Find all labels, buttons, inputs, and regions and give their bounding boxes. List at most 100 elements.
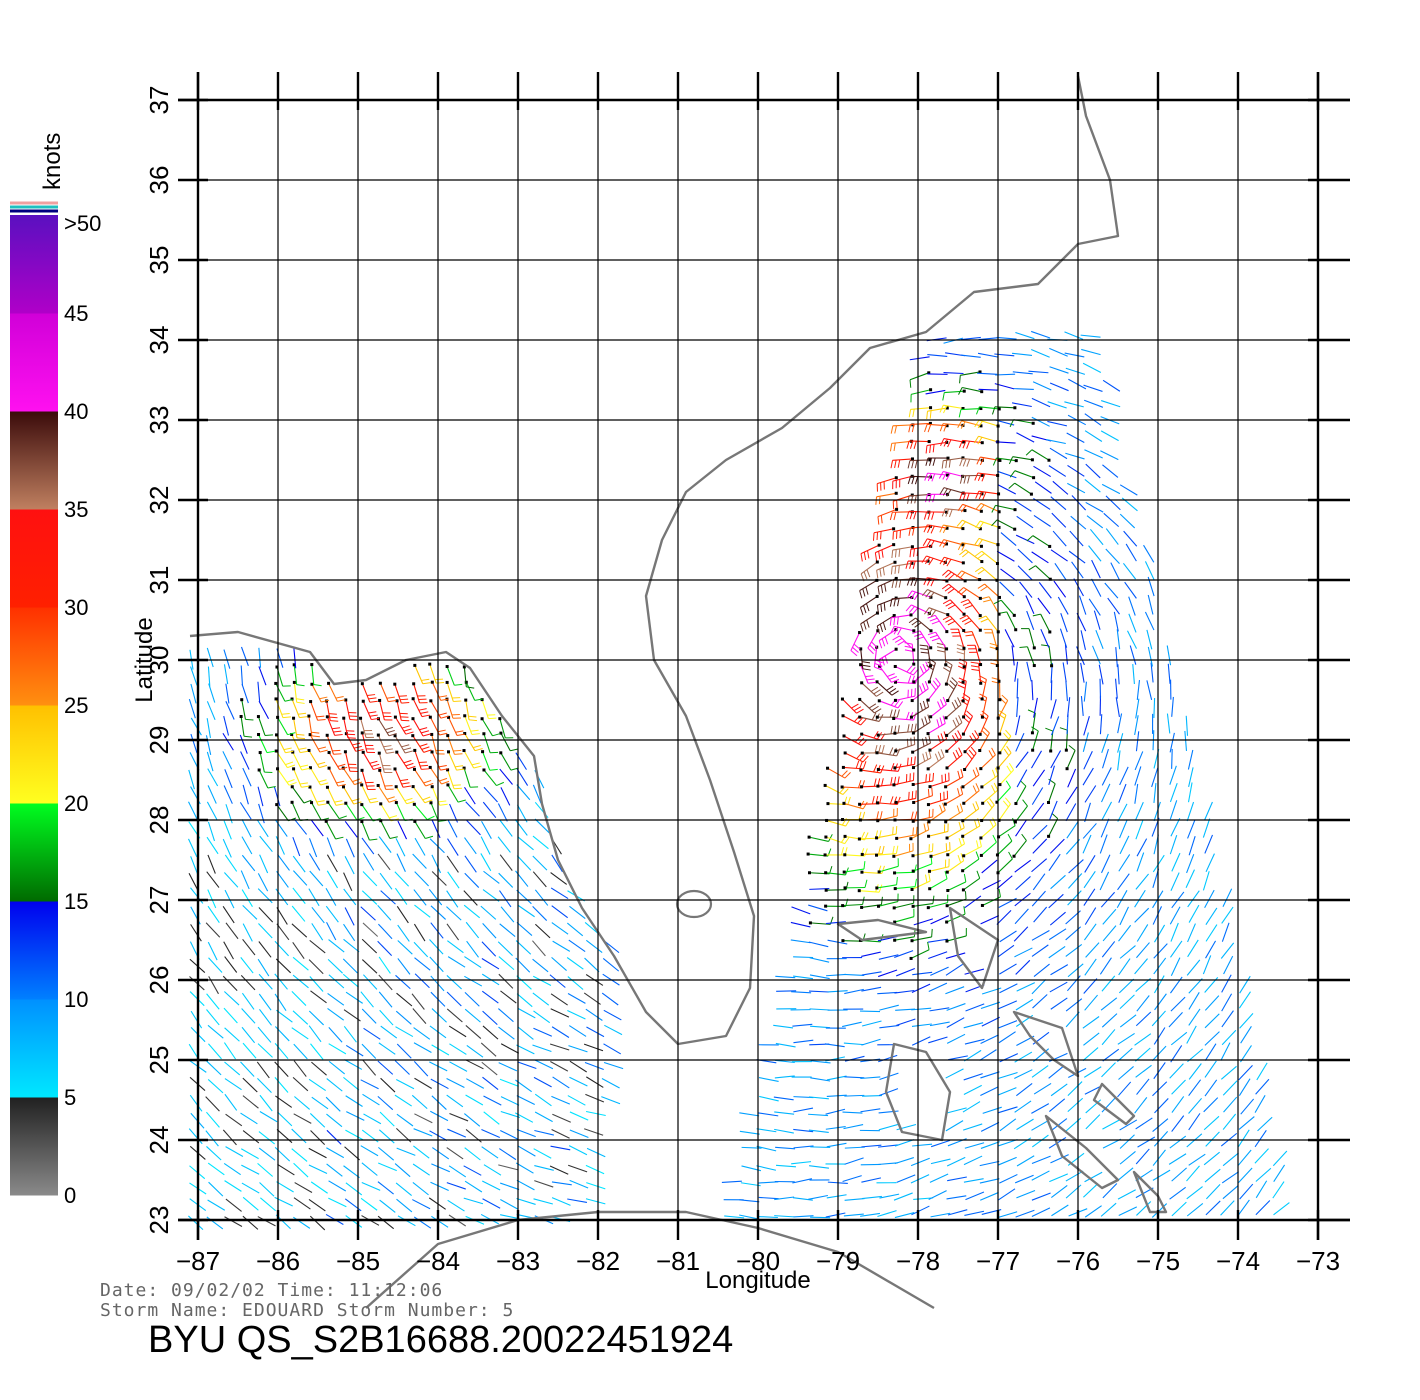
wind-barb	[1085, 501, 1104, 513]
wind-barb	[843, 879, 868, 890]
wind-barb	[206, 1146, 222, 1161]
wind-barb	[1026, 535, 1052, 548]
wind-barb	[1025, 449, 1051, 462]
wind-barb	[1153, 782, 1157, 803]
wind-barb	[360, 768, 376, 791]
wind-barb	[311, 906, 325, 924]
wind-barb	[462, 749, 482, 769]
wind-barb	[257, 1043, 273, 1058]
wind-barb	[241, 1008, 256, 1024]
wind-barb	[1134, 1047, 1151, 1062]
wind-barb	[936, 642, 948, 667]
wind-barb	[344, 855, 355, 875]
wind-barb	[928, 870, 948, 891]
wind-barb	[483, 786, 498, 803]
wind-barb	[483, 1111, 500, 1125]
wind-barb	[1135, 698, 1140, 719]
wind-barb	[1113, 611, 1119, 632]
wind-barb	[808, 1113, 829, 1117]
wind-barb	[773, 1096, 794, 1101]
wind-barb	[534, 1129, 554, 1136]
wind-barb	[481, 821, 492, 839]
wind-barb	[1203, 801, 1213, 821]
wind-barb	[362, 871, 378, 887]
wind-barb	[257, 1026, 272, 1043]
wind-barb	[791, 906, 811, 915]
wind-barb	[1015, 1209, 1035, 1218]
wind-barb	[826, 1194, 847, 1199]
wind-barb	[909, 821, 930, 841]
wind-barb	[912, 1143, 933, 1147]
wind-barb	[999, 1118, 1017, 1132]
wind-barb	[360, 820, 378, 841]
wind-barb	[497, 836, 511, 853]
wind-barb	[258, 1131, 275, 1145]
wind-barb	[292, 956, 309, 971]
wind-barb	[913, 1197, 934, 1200]
wind-barb	[1050, 1154, 1069, 1164]
wind-barb	[1186, 1186, 1203, 1200]
wind-barb	[850, 631, 862, 657]
wind-barb	[1221, 974, 1232, 993]
wind-barb	[431, 1095, 447, 1110]
wind-barb	[1008, 482, 1033, 496]
wind-barb	[586, 1147, 606, 1158]
wind-barb	[550, 1061, 569, 1072]
wind-barb	[926, 894, 949, 910]
wind-barb	[959, 370, 982, 384]
wind-barb	[1049, 382, 1069, 392]
wind-barb	[1085, 463, 1101, 479]
wind-barb	[464, 855, 477, 873]
wind-barb	[411, 785, 433, 804]
colorbar-segment	[10, 607, 58, 706]
wind-barb	[187, 838, 198, 858]
wind-barb	[464, 1147, 481, 1161]
wind-barb	[1083, 681, 1087, 702]
wind-barb	[843, 1124, 864, 1130]
wind-barb	[224, 769, 233, 789]
wind-barb	[1166, 713, 1171, 734]
wind-barb	[1153, 801, 1161, 822]
wind-barb	[584, 957, 600, 973]
lat-tick-label: 27	[144, 886, 174, 915]
wind-barb	[980, 1034, 999, 1045]
lat-tick-label: 23	[144, 1206, 174, 1235]
wind-barb	[551, 1095, 571, 1105]
wind-barb	[1151, 767, 1159, 788]
wind-barb	[498, 872, 514, 888]
wind-barb	[500, 1198, 519, 1210]
wind-barb	[908, 421, 932, 433]
wind-barb	[310, 801, 330, 821]
wind-barb	[962, 783, 980, 805]
wind-barb	[1068, 859, 1084, 874]
wind-barb	[967, 644, 983, 667]
wind-barb	[428, 662, 445, 684]
wind-barb	[1049, 447, 1068, 460]
wind-barb	[1065, 998, 1083, 1012]
wind-barb	[446, 991, 462, 1007]
wind-barb	[990, 659, 1001, 683]
wind-barb	[1238, 1078, 1251, 1096]
wind-barb	[379, 1009, 394, 1026]
wind-barb	[959, 457, 984, 467]
wind-barb	[826, 1142, 847, 1148]
wind-barb	[1015, 751, 1029, 768]
wind-barb	[464, 837, 477, 855]
wind-barb	[1204, 1013, 1220, 1029]
wind-barb	[413, 1216, 432, 1229]
wind-barb	[310, 1181, 328, 1194]
wind-barb	[926, 658, 936, 684]
wind-barb	[963, 1049, 982, 1062]
wind-barb	[842, 1021, 862, 1028]
wind-barb	[1032, 873, 1046, 891]
wind-barb	[907, 475, 933, 485]
wind-barb	[993, 599, 1016, 617]
colorbar-segment	[10, 313, 58, 412]
wind-barb	[257, 733, 275, 754]
wind-barb	[240, 1148, 259, 1160]
wind-barb	[1015, 998, 1034, 1011]
wind-barb	[956, 644, 966, 669]
wind-barb	[293, 1197, 311, 1210]
wind-barb	[1170, 872, 1180, 892]
